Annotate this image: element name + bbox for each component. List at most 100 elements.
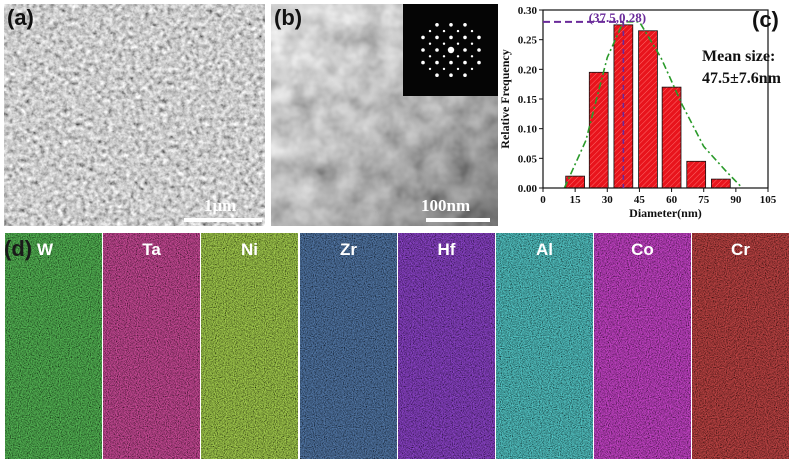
histogram-bar [638,30,658,189]
histogram-bar [661,86,682,189]
eds-element-label: Cr [731,240,750,259]
diffraction-spot [456,55,460,58]
diffraction-spot [449,35,453,40]
diffraction-spot [435,60,439,65]
x-tick-label: 60 [666,194,678,206]
eds-map-ta: Ta [103,233,200,459]
x-tick-label: 0 [540,194,546,206]
diffraction-spot [435,48,439,52]
diffraction-spot [428,42,432,45]
diffraction-spot [421,35,425,40]
x-tick-label: 105 [760,194,777,206]
eds-map-al: Al [496,233,593,459]
eds-map-image [5,233,102,459]
diffraction-spot [449,60,453,65]
y-tick-label: 0.05 [518,153,538,165]
panel-label-c: (c) [752,7,779,32]
diffraction-spot [435,23,439,27]
diffraction-spot [442,55,446,58]
eds-map-image [201,233,298,459]
diffraction-spot [470,42,474,45]
peak-annotation: (37.5,0.28) [589,10,646,25]
eds-map-image [692,233,789,459]
diffraction-spot [447,46,455,54]
diffraction-spot [456,29,460,33]
mean-size-value: 47.5±7.6nm [702,70,782,87]
eds-map-image [103,233,200,459]
eds-element-label: Ta [142,240,161,259]
diffraction-spot [463,73,467,77]
x-tick-label: 30 [602,194,614,206]
diffraction-spot [477,60,481,65]
x-tick-label: 75 [698,194,710,206]
eds-map-image [496,233,593,459]
diffraction-spot [470,29,474,33]
scalebar-a [184,218,262,222]
y-tick-label: 0.25 [518,35,538,47]
diffraction-spot [442,67,446,71]
y-axis-label: Relative Frequency [500,49,512,148]
histogram-bar [686,160,707,189]
panel-label-a: (a) [7,5,34,30]
eds-element-label: Ni [241,240,258,259]
tem-image-panel: (b) 100nm [271,4,498,226]
diffraction-spot [428,29,432,33]
diffraction-spot [456,42,460,45]
y-tick-label: 0.30 [518,5,538,17]
x-tick-label: 45 [634,194,646,206]
x-tick-label: 90 [730,194,742,206]
diffraction-spot [456,67,460,71]
tem-micrograph [271,4,498,226]
diffraction-spot [435,35,439,40]
diffraction-spot [463,23,467,27]
diffraction-spot [477,35,481,40]
diffraction-spot [442,42,446,45]
diffraction-spot [477,48,481,52]
diffraction-spot [470,67,474,71]
eds-element-label: Zr [340,240,357,259]
eds-map-image [398,233,495,459]
eds-element-label: Co [631,240,654,259]
eds-map-ni: Ni [201,233,298,459]
sem-image-panel: (a) 1μm [4,4,265,226]
scalebar-b [426,218,490,222]
diffraction-spot [435,73,439,77]
eds-map-co: Co [594,233,691,459]
x-axis-label: Diameter(nm) [629,206,702,220]
y-tick-label: 0.15 [518,94,538,106]
diffraction-spot [463,60,467,65]
histogram-bar [588,71,609,189]
diffraction-spot [449,73,453,77]
sem-micrograph [4,4,265,226]
eds-map-image [594,233,691,459]
panel-label-d: (d) [4,236,33,261]
eds-map-zr: Zr [300,233,397,459]
diffraction-spot [428,55,432,58]
scalebar-label-a: 1μm [204,196,237,215]
x-tick-label: 15 [570,194,582,206]
diffraction-spot [449,23,453,27]
histogram-panel: 0 15 30 45 60 75 90 105 0.00 0.05 0.10 0.15 0.20 0.25… [500,0,801,230]
diffraction-spot [421,48,425,52]
mean-size-title: Mean size: [702,48,776,65]
histogram-bar [711,178,731,189]
scalebar-label-b: 100nm [421,196,471,215]
eds-map-w: W [5,233,102,459]
eds-map-cr: Cr [692,233,789,459]
eds-element-label: Al [536,240,553,259]
diffraction-spot [421,60,425,65]
diffraction-spot [463,35,467,40]
diffraction-spot [442,29,446,33]
diffraction-inset [403,4,498,96]
y-tick-label: 0.00 [518,183,538,195]
eds-map-hf: Hf [398,233,495,459]
eds-element-label: Hf [437,240,456,259]
eds-element-label: W [37,240,54,259]
diffraction-spot [428,67,432,71]
diffraction-spot [463,48,467,52]
size-distribution-chart: 0 15 30 45 60 75 90 105 0.00 0.05 0.10 0.15 0.20 0.25… [500,5,777,220]
y-tick-label: 0.10 [518,124,538,136]
fit-curve [563,21,743,189]
diffraction-spot [470,55,474,58]
eds-map-image [300,233,397,459]
